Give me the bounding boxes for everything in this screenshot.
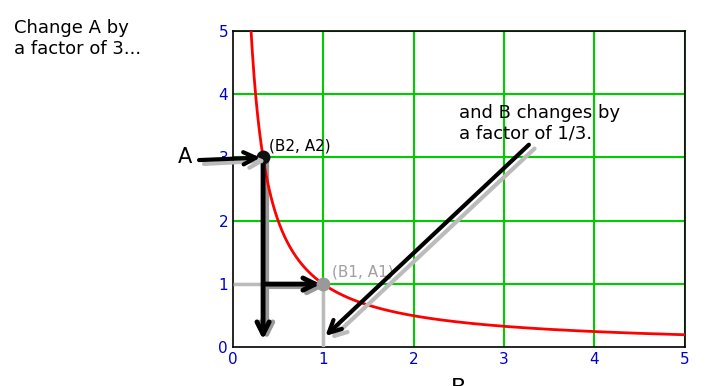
X-axis label: B: B bbox=[451, 378, 467, 386]
Text: Change A by
a factor of 3...: Change A by a factor of 3... bbox=[14, 19, 141, 58]
Text: (B1, A1): (B1, A1) bbox=[333, 265, 394, 280]
Text: A: A bbox=[178, 147, 192, 168]
Text: and B changes by
a factor of 1/3.: and B changes by a factor of 1/3. bbox=[459, 104, 620, 142]
Text: (B2, A2): (B2, A2) bbox=[270, 138, 331, 153]
